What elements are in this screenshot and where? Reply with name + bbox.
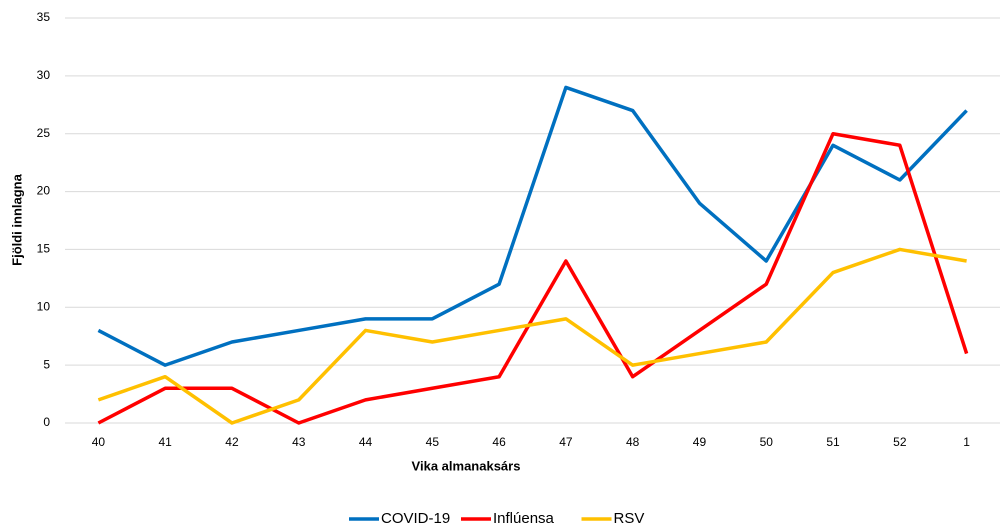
x-tick-label: 49 <box>693 435 707 449</box>
x-tick-label: 48 <box>626 435 640 449</box>
x-tick-label: 52 <box>893 435 907 449</box>
x-axis-title: Vika almanaksárs <box>412 458 521 473</box>
x-tick-label: 43 <box>292 435 306 449</box>
x-tick-label: 50 <box>760 435 774 449</box>
x-tick-label: 41 <box>158 435 172 449</box>
series-line <box>97 85 968 367</box>
legend-label: COVID-19 <box>381 510 450 527</box>
y-axis-title: Fjöldi innlagna <box>9 173 24 265</box>
x-tick-label: 47 <box>559 435 573 449</box>
x-tick-label: 45 <box>426 435 440 449</box>
y-tick-label: 20 <box>37 184 51 198</box>
legend-label: Inflúensa <box>493 510 555 527</box>
y-tick-label: 5 <box>43 357 50 371</box>
y-tick-label: 15 <box>37 242 51 256</box>
y-tick-label: 35 <box>37 10 51 24</box>
x-tick-label: 51 <box>826 435 840 449</box>
x-tick-label: 42 <box>225 435 239 449</box>
x-tick-label: 44 <box>359 435 373 449</box>
y-tick-label: 0 <box>43 415 50 429</box>
x-tick-label: 40 <box>92 435 106 449</box>
y-tick-label: 30 <box>37 68 51 82</box>
series-line <box>97 247 967 425</box>
series-line <box>97 131 969 425</box>
y-tick-label: 25 <box>37 126 51 140</box>
x-tick-label: 46 <box>492 435 506 449</box>
y-tick-label: 10 <box>37 299 51 313</box>
x-tick-label: 1 <box>963 435 970 449</box>
legend-label: RSV <box>614 510 645 527</box>
